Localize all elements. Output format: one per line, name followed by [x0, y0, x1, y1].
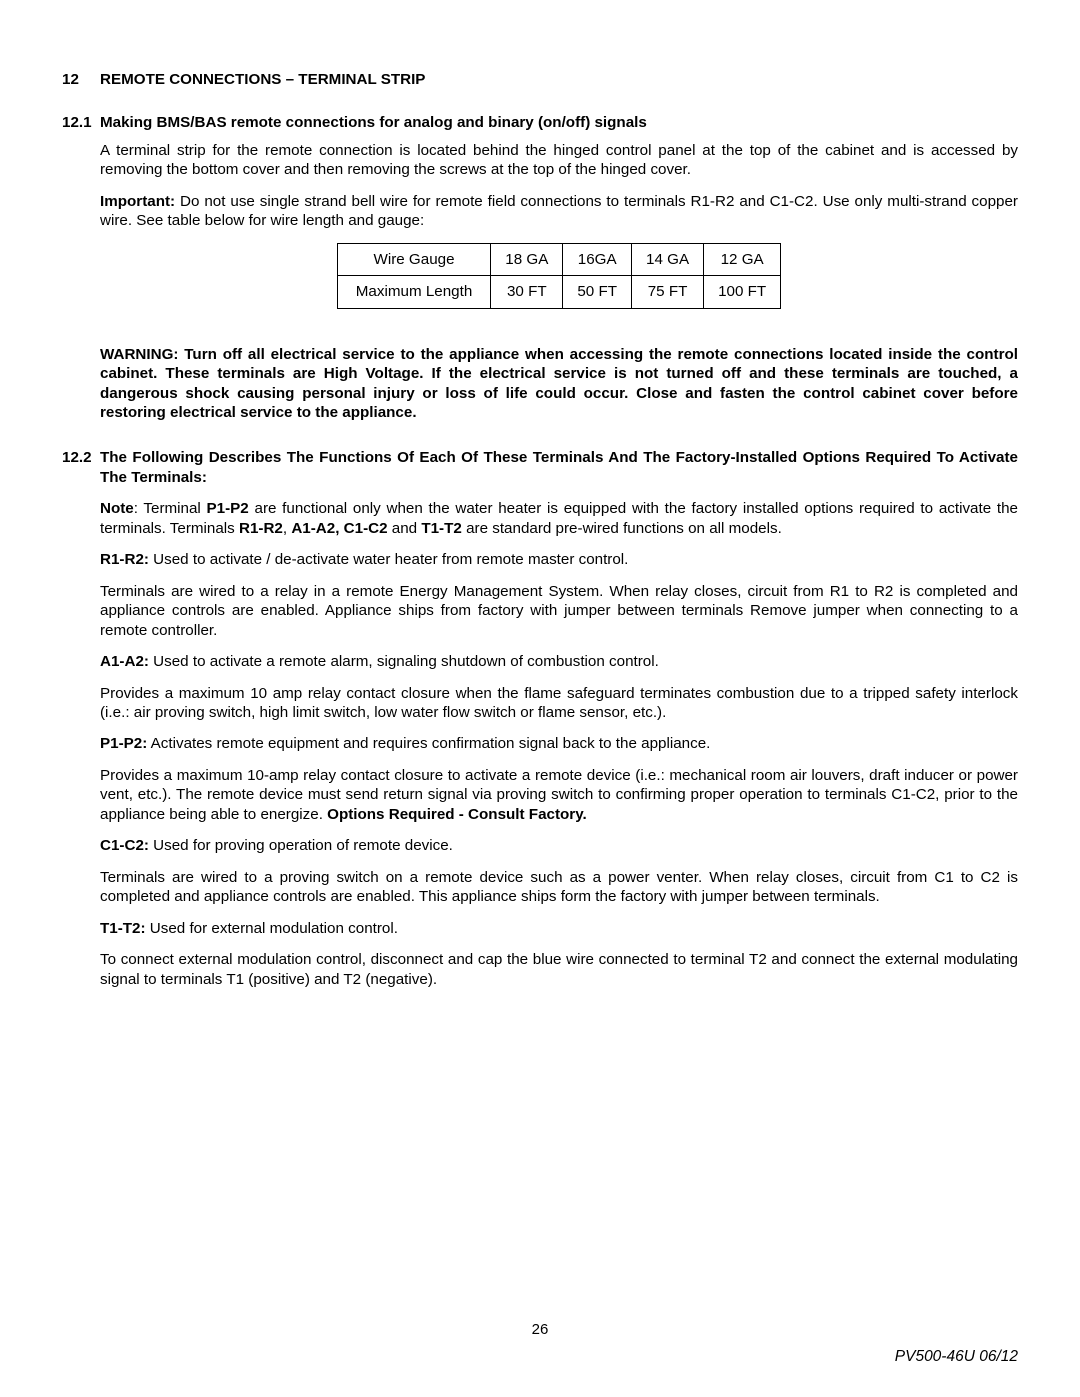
terminal-label: P1-P2: — [100, 735, 147, 752]
terminal-heading: C1-C2: Used for proving operation of rem… — [100, 836, 1018, 855]
section-title: REMOTE CONNECTIONS – TERMINAL STRIP — [100, 70, 425, 89]
paragraph: Terminals are wired to a proving switch … — [100, 868, 1018, 907]
document-page: 12 REMOTE CONNECTIONS – TERMINAL STRIP 1… — [0, 0, 1080, 1397]
subsection-number: 12.1 — [62, 113, 100, 336]
subsection-12-1: 12.1 Making BMS/BAS remote connections f… — [62, 113, 1018, 336]
table-row: Maximum Length 30 FT 50 FT 75 FT 100 FT — [337, 276, 780, 308]
table-cell: 30 FT — [491, 276, 563, 308]
note-label: Note — [100, 500, 134, 517]
section-number: 12 — [62, 70, 100, 89]
terminal-ref: A1-A2, C1-C2 — [291, 520, 387, 537]
table-cell: 16GA — [563, 243, 632, 275]
table-cell: 12 GA — [704, 243, 781, 275]
paragraph: Provides a maximum 10-amp relay contact … — [100, 766, 1018, 824]
text: are standard pre-wired functions on all … — [462, 520, 782, 537]
terminal-heading: R1-R2: Used to activate / de-activate wa… — [100, 550, 1018, 569]
options-required: Options Required - Consult Factory. — [327, 806, 587, 823]
table-cell: 75 FT — [632, 276, 704, 308]
wire-gauge-table: Wire Gauge 18 GA 16GA 14 GA 12 GA Maximu… — [337, 243, 781, 309]
table-row: Wire Gauge 18 GA 16GA 14 GA 12 GA — [337, 243, 780, 275]
warning-paragraph: WARNING: Turn off all electrical service… — [100, 345, 1018, 423]
document-id: PV500-46U 06/12 — [895, 1347, 1018, 1367]
subsection-title: Making BMS/BAS remote connections for an… — [100, 113, 1018, 132]
terminal-heading: P1-P2: Activates remote equipment and re… — [100, 734, 1018, 753]
table-cell: 18 GA — [491, 243, 563, 275]
note-paragraph: Note: Terminal P1-P2 are functional only… — [100, 499, 1018, 538]
table-cell: 50 FT — [563, 276, 632, 308]
subsection-number: 12.2 — [62, 448, 100, 1001]
important-paragraph: Important: Do not use single strand bell… — [100, 192, 1018, 231]
terminal-desc: Used to activate / de-activate water hea… — [149, 551, 628, 568]
terminal-desc: Used for proving operation of remote dev… — [149, 837, 453, 854]
terminal-label: A1-A2: — [100, 653, 149, 670]
subsection-12-2: 12.2 The Following Describes The Functio… — [62, 448, 1018, 1001]
terminal-ref: R1-R2 — [239, 520, 283, 537]
paragraph: To connect external modulation control, … — [100, 950, 1018, 989]
section-heading: 12 REMOTE CONNECTIONS – TERMINAL STRIP — [62, 70, 1018, 89]
important-label: Important: — [100, 193, 175, 210]
terminal-desc: Used for external modulation control. — [146, 920, 398, 937]
paragraph: Provides a maximum 10 amp relay contact … — [100, 684, 1018, 723]
terminal-ref: T1-T2 — [421, 520, 462, 537]
text: and — [388, 520, 422, 537]
terminal-ref: P1-P2 — [207, 500, 249, 517]
page-number: 26 — [0, 1320, 1080, 1339]
important-text: Do not use single strand bell wire for r… — [100, 193, 1018, 229]
terminal-desc: Used to activate a remote alarm, signali… — [149, 653, 659, 670]
terminal-label: T1-T2: — [100, 920, 146, 937]
text: : Terminal — [134, 500, 207, 517]
table-cell: 100 FT — [704, 276, 781, 308]
table-cell: Maximum Length — [337, 276, 491, 308]
table-cell: 14 GA — [632, 243, 704, 275]
paragraph: A terminal strip for the remote connecti… — [100, 141, 1018, 180]
table-cell: Wire Gauge — [337, 243, 491, 275]
terminal-label: R1-R2: — [100, 551, 149, 568]
terminal-desc: Activates remote equipment and requires … — [147, 735, 710, 752]
terminal-heading: A1-A2: Used to activate a remote alarm, … — [100, 652, 1018, 671]
terminal-label: C1-C2: — [100, 837, 149, 854]
paragraph: Terminals are wired to a relay in a remo… — [100, 582, 1018, 640]
subsection-title: The Following Describes The Functions Of… — [100, 448, 1018, 487]
terminal-heading: T1-T2: Used for external modulation cont… — [100, 919, 1018, 938]
